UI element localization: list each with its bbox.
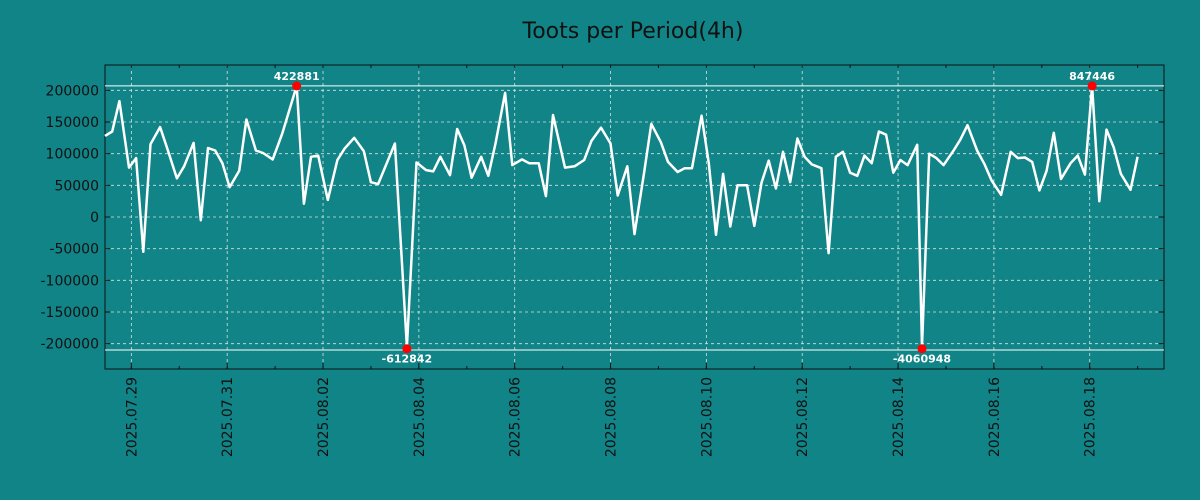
x-tick-label: 2025.08.14 xyxy=(891,377,907,457)
y-tick-label: 200000 xyxy=(46,83,99,99)
y-axis: -200000 -150000 -100000 -50000 0 50000 100000 1… xyxy=(41,83,1164,353)
x-tick-label: 2025.08.10 xyxy=(699,377,715,457)
y-tick-label: 0 xyxy=(90,210,99,226)
x-tick-label: 2025.08.12 xyxy=(795,377,811,457)
x-tick-label: 2025.08.16 xyxy=(987,377,1003,457)
y-tick-label: 100000 xyxy=(46,147,99,163)
y-tick-label: 50000 xyxy=(54,178,99,194)
extreme-label: -612842 xyxy=(382,353,433,366)
x-tick-label: 2025.08.08 xyxy=(604,377,620,457)
x-tick-label: 2025.07.31 xyxy=(220,377,236,457)
x-tick-label: 2025.08.02 xyxy=(316,377,332,457)
y-tick-label: -100000 xyxy=(41,273,100,289)
annotations: 422881 -612842 -4060948 847446 xyxy=(274,70,1116,366)
extreme-marker xyxy=(402,344,412,354)
extreme-label: -4060948 xyxy=(893,353,951,366)
series-line-toots xyxy=(104,84,1139,349)
extreme-marker xyxy=(292,81,302,91)
extreme-label: 847446 xyxy=(1069,70,1115,83)
chart-title: Toots per Period(4h) xyxy=(522,19,744,44)
x-tick-label: 2025.08.04 xyxy=(412,377,428,457)
reference-lines xyxy=(105,85,1164,351)
x-tick-label: 2025.08.18 xyxy=(1083,377,1099,457)
grid xyxy=(105,65,1164,369)
y-tick-label: -150000 xyxy=(41,305,100,321)
y-tick-label: -50000 xyxy=(49,242,99,258)
x-axis: 2025.07.29 2025.07.31 2025.08.02 2025.08.04… xyxy=(124,65,1139,457)
extreme-marker xyxy=(1087,81,1097,91)
x-tick-label: 2025.08.06 xyxy=(508,377,524,457)
extreme-label: 422881 xyxy=(274,70,320,83)
series-group xyxy=(104,84,1139,349)
extreme-marker xyxy=(917,344,927,354)
y-tick-label: -200000 xyxy=(41,337,100,353)
x-tick-label: 2025.07.29 xyxy=(124,377,140,457)
y-tick-label: 150000 xyxy=(46,115,99,131)
